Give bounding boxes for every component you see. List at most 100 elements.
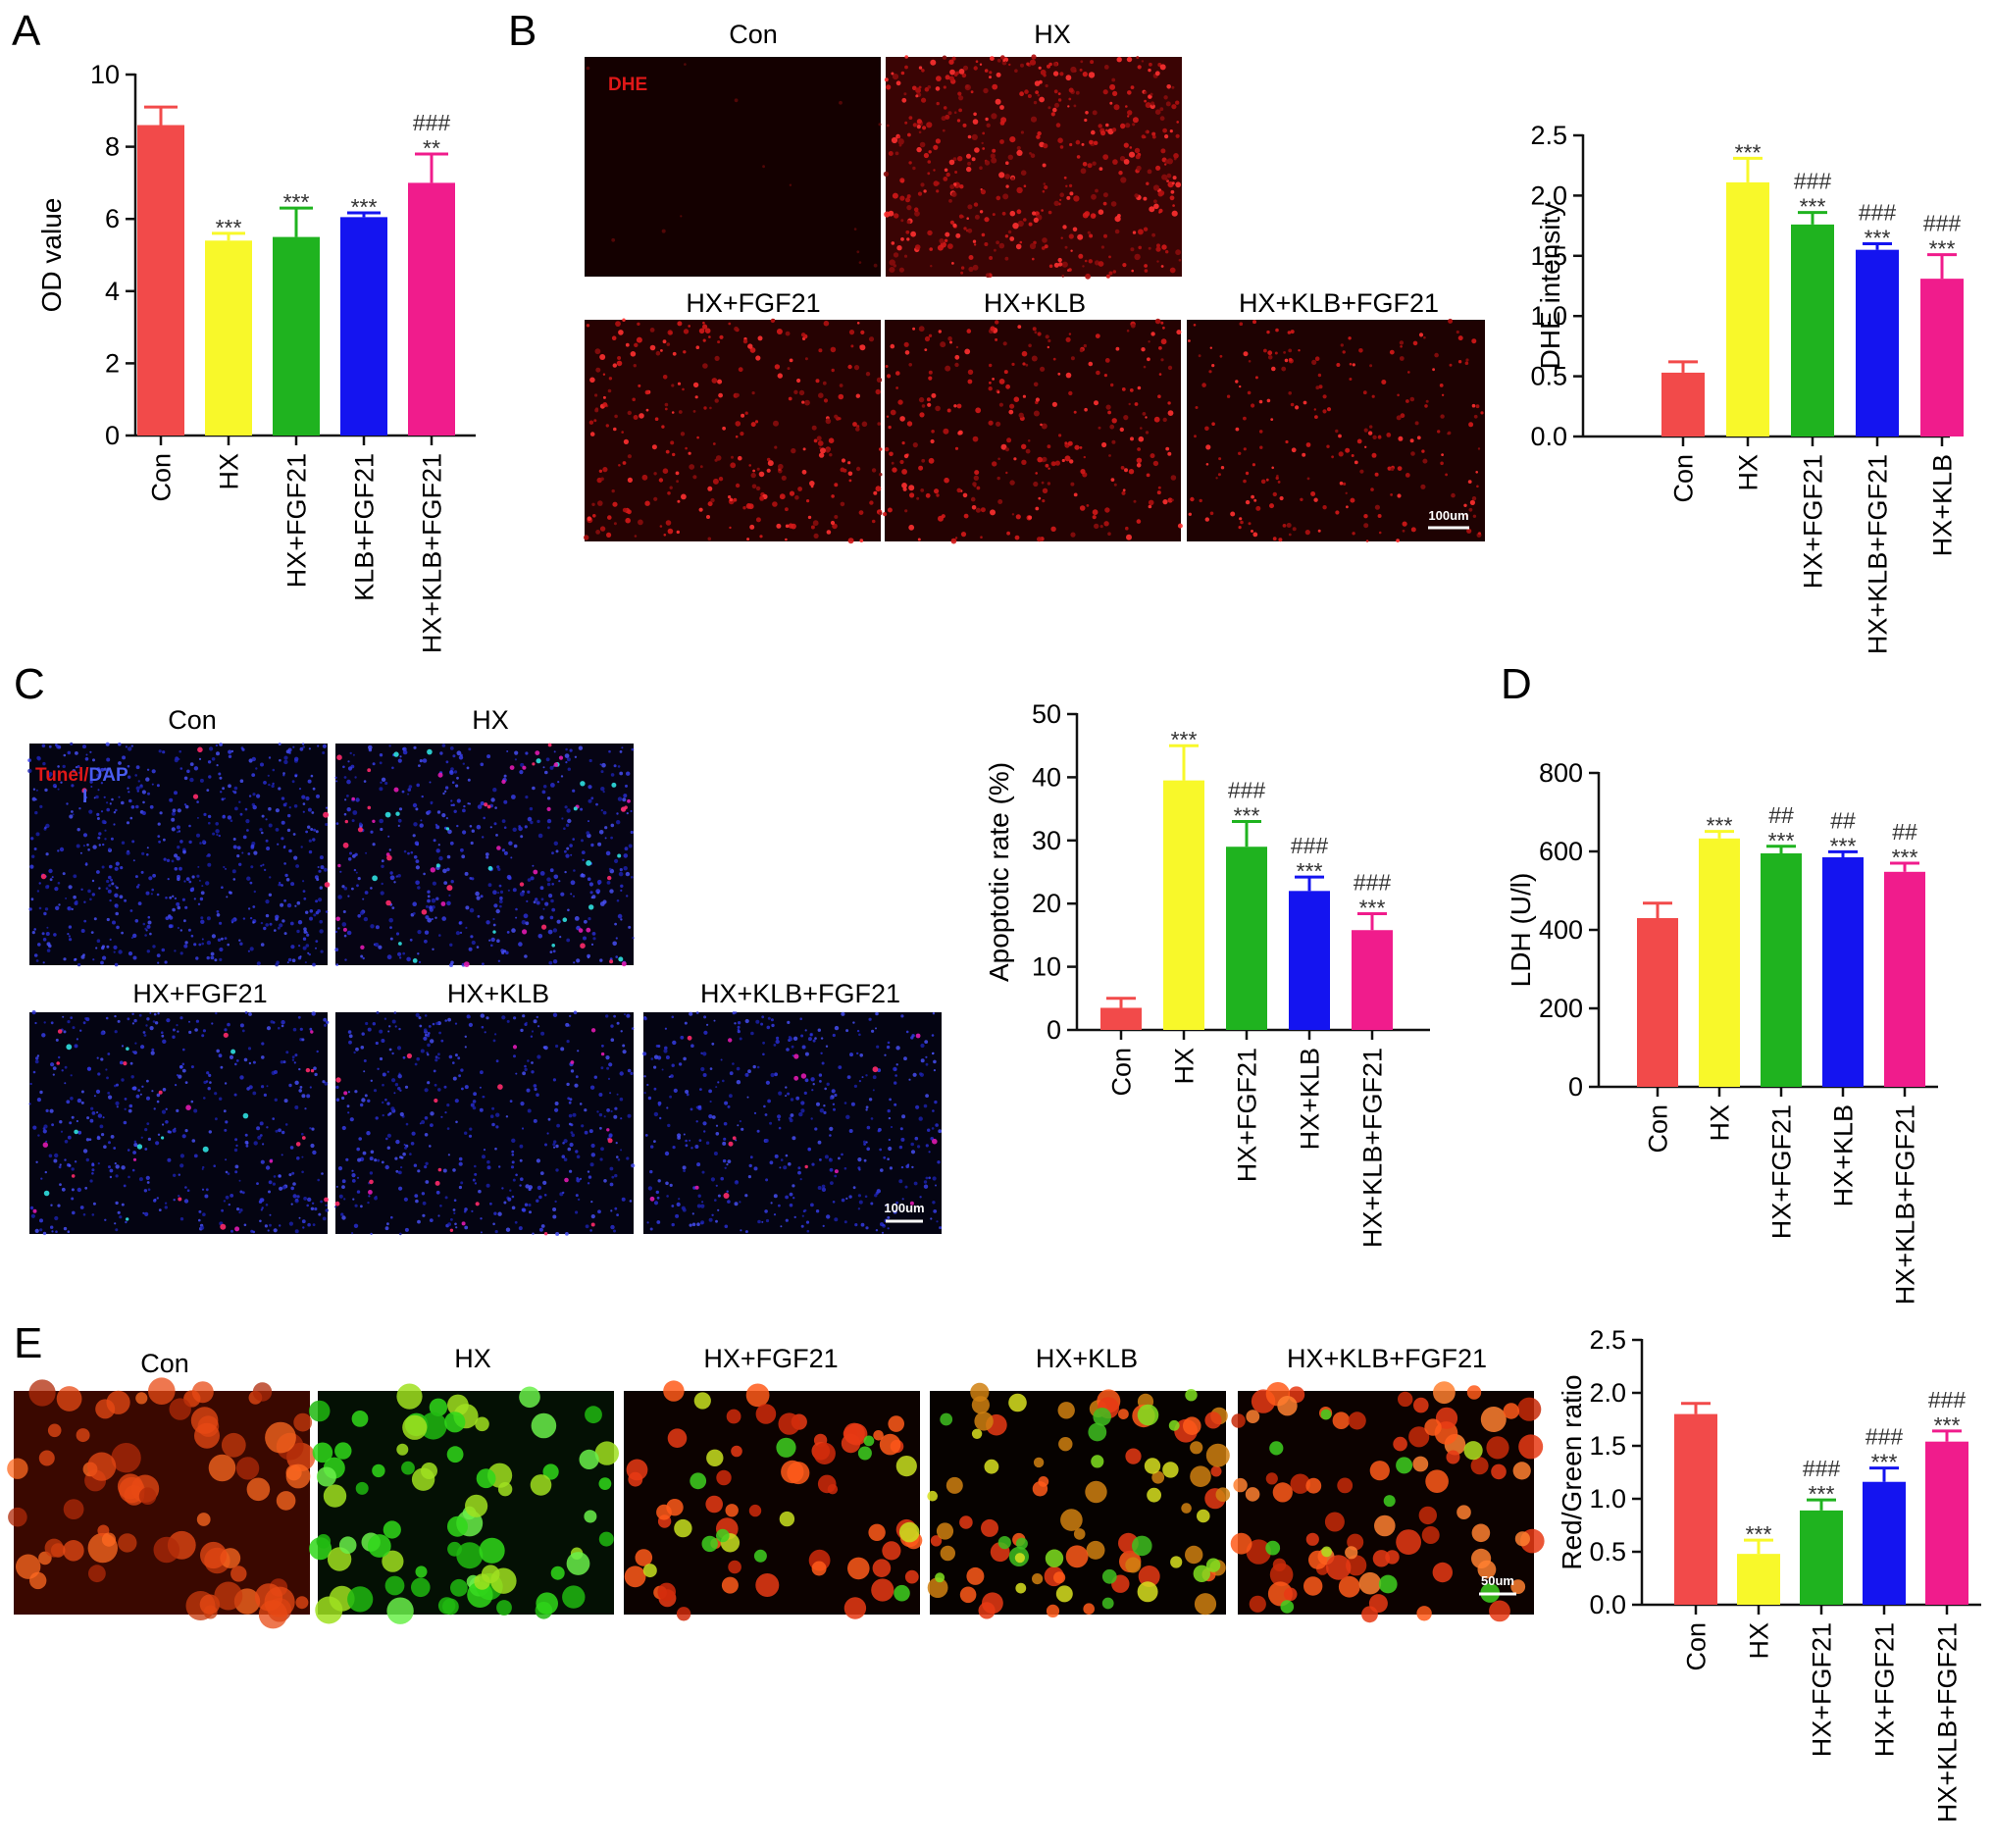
chart-b: 0.0 0.5 1.0 1.5 2.0 2.5 DHE intensity Con *** HX #… [1530, 121, 1964, 654]
significance-mark: *** [1746, 1521, 1772, 1547]
significance-mark: *** [1865, 226, 1891, 251]
category-label: HX [1734, 454, 1763, 491]
significance-mark: *** [1735, 139, 1762, 165]
bar-4 [1863, 1481, 1906, 1605]
e-scale-bar-label: 50um [1481, 1573, 1514, 1588]
c-micrograph-hx [334, 743, 635, 967]
significance-mark: ** [423, 135, 440, 161]
category-label: HX+FGF21 [1767, 1104, 1797, 1239]
bar-5 [1920, 279, 1964, 436]
category-label: Con [1107, 1048, 1137, 1097]
panel-letter-b: B [508, 7, 537, 55]
b-micrograph-hx-klb [883, 318, 1183, 544]
significance-mark: *** [1871, 1450, 1898, 1475]
category-label: HX+KLB [1296, 1048, 1325, 1150]
y-axis-label: OD value [36, 198, 67, 313]
y-tick-label: 2.5 [1530, 121, 1567, 150]
e-image-title-hx-fgf21: HX+FGF21 [703, 1344, 838, 1373]
b-micrograph-hx-fgf21 [584, 318, 883, 544]
y-tick-label: 1.0 [1589, 1484, 1626, 1514]
bar-4 [1856, 249, 1899, 436]
y-axis-label: Red/Green ratio [1557, 1374, 1587, 1569]
panel-letter-a: A [12, 7, 41, 55]
bar-1 [1661, 372, 1705, 436]
y-tick-label: 0.5 [1530, 362, 1567, 391]
e-image-title-hx: HX [454, 1344, 491, 1373]
category-label: Con [147, 453, 177, 502]
e-micrograph-con [7, 1377, 316, 1629]
category-label: Con [1669, 454, 1699, 503]
significance-mark: *** [283, 189, 310, 215]
y-tick-label: 2.0 [1589, 1378, 1626, 1408]
bar-3 [1226, 847, 1267, 1030]
b-scale-bar-label: 100um [1428, 508, 1468, 523]
significance-mark: *** [1171, 727, 1198, 752]
significance-mark: *** [1234, 802, 1260, 828]
y-tick-label: 6 [105, 204, 120, 233]
c-stain-label: Tunel/DAP [35, 765, 128, 786]
y-tick-label: 0.5 [1589, 1537, 1626, 1566]
bar-4 [1289, 891, 1330, 1030]
y-tick-label: 8 [105, 132, 120, 162]
chart-layer: 0 2 4 6 8 10 OD value Con *** HX *** HX+FGF21 *** KLB… [36, 60, 1981, 1822]
significance-mark: *** [1768, 828, 1795, 853]
significance-mark: *** [351, 194, 378, 220]
category-label: HX+FGF21 [1808, 1622, 1837, 1757]
c-image-title-hx-klb-fgf21: HX+KLB+FGF21 [700, 979, 900, 1008]
b-image-title-hx-klb-fgf21: HX+KLB+FGF21 [1239, 288, 1439, 318]
y-tick-label: 4 [105, 277, 120, 306]
b-stain-label: DHE [608, 75, 647, 95]
e-micrograph-hx-klb [927, 1382, 1231, 1619]
significance-mark: ## [1768, 802, 1794, 828]
micrograph-layer [7, 54, 1545, 1629]
significance-mark: ### [1354, 870, 1392, 896]
e-micrograph-hx-fgf21 [624, 1380, 923, 1621]
y-axis-label: DHE intensity [1535, 203, 1565, 370]
bar-2 [1737, 1554, 1780, 1605]
c-stain-dapi: DAP [89, 765, 128, 786]
y-axis-label: LDH (U/l) [1506, 873, 1536, 988]
significance-mark: ### [1859, 200, 1897, 226]
significance-mark: ## [1830, 807, 1856, 833]
e-image-title-con: Con [140, 1349, 189, 1378]
e-image-title-hx-klb-fgf21: HX+KLB+FGF21 [1287, 1344, 1487, 1373]
category-label: HX+FGF21 [1799, 454, 1828, 589]
b-image-title-hx-klb: HX+KLB [984, 288, 1086, 318]
y-tick-label: 1.0 [1530, 301, 1567, 331]
panel-letter-c: C [14, 660, 45, 708]
category-label: HX [215, 453, 244, 490]
category-label: HX+FGF21 [1233, 1048, 1262, 1182]
panel-letter-e: E [14, 1319, 42, 1367]
c-micrograph-hx-klb-fgf21 [642, 1011, 943, 1234]
c-image-title-con: Con [168, 705, 217, 735]
y-tick-label: 200 [1539, 994, 1583, 1023]
category-label: HX [1745, 1622, 1774, 1660]
significance-mark: ### [413, 110, 451, 135]
significance-mark: ### [1923, 211, 1962, 236]
y-tick-label: 2.5 [1589, 1325, 1626, 1355]
bar-3 [273, 236, 320, 436]
bar-3 [1791, 224, 1834, 436]
y-tick-label: 800 [1539, 758, 1583, 788]
y-tick-label: 2 [105, 348, 120, 378]
significance-mark: ### [1794, 169, 1832, 194]
category-label: Con [1682, 1622, 1712, 1671]
c-image-title-hx-fgf21: HX+FGF21 [132, 979, 267, 1008]
e-scale-bar: 50um [1479, 1573, 1516, 1596]
y-axis-label: Apoptotic rate (%) [984, 762, 1014, 982]
bar-2 [1726, 181, 1769, 436]
e-micrograph-hx [308, 1383, 619, 1624]
significance-mark: ## [1892, 819, 1917, 845]
b-micrograph-con [585, 57, 882, 277]
significance-mark: *** [1892, 845, 1918, 870]
bar-1 [1674, 1413, 1717, 1605]
bar-5 [1884, 871, 1925, 1087]
chart-c: 0 10 20 30 40 50 Apoptotic rate (%) Con *** HX ###… [984, 699, 1430, 1248]
y-tick-label: 0.0 [1530, 422, 1567, 451]
category-label: HX+KLB+FGF21 [1933, 1622, 1963, 1822]
c-scale-bar: 100um [884, 1201, 925, 1223]
y-tick-label: 10 [90, 60, 120, 89]
e-micrograph-hx-klb-fgf21 [1230, 1381, 1545, 1623]
c-micrograph-hx-fgf21 [28, 1010, 330, 1236]
